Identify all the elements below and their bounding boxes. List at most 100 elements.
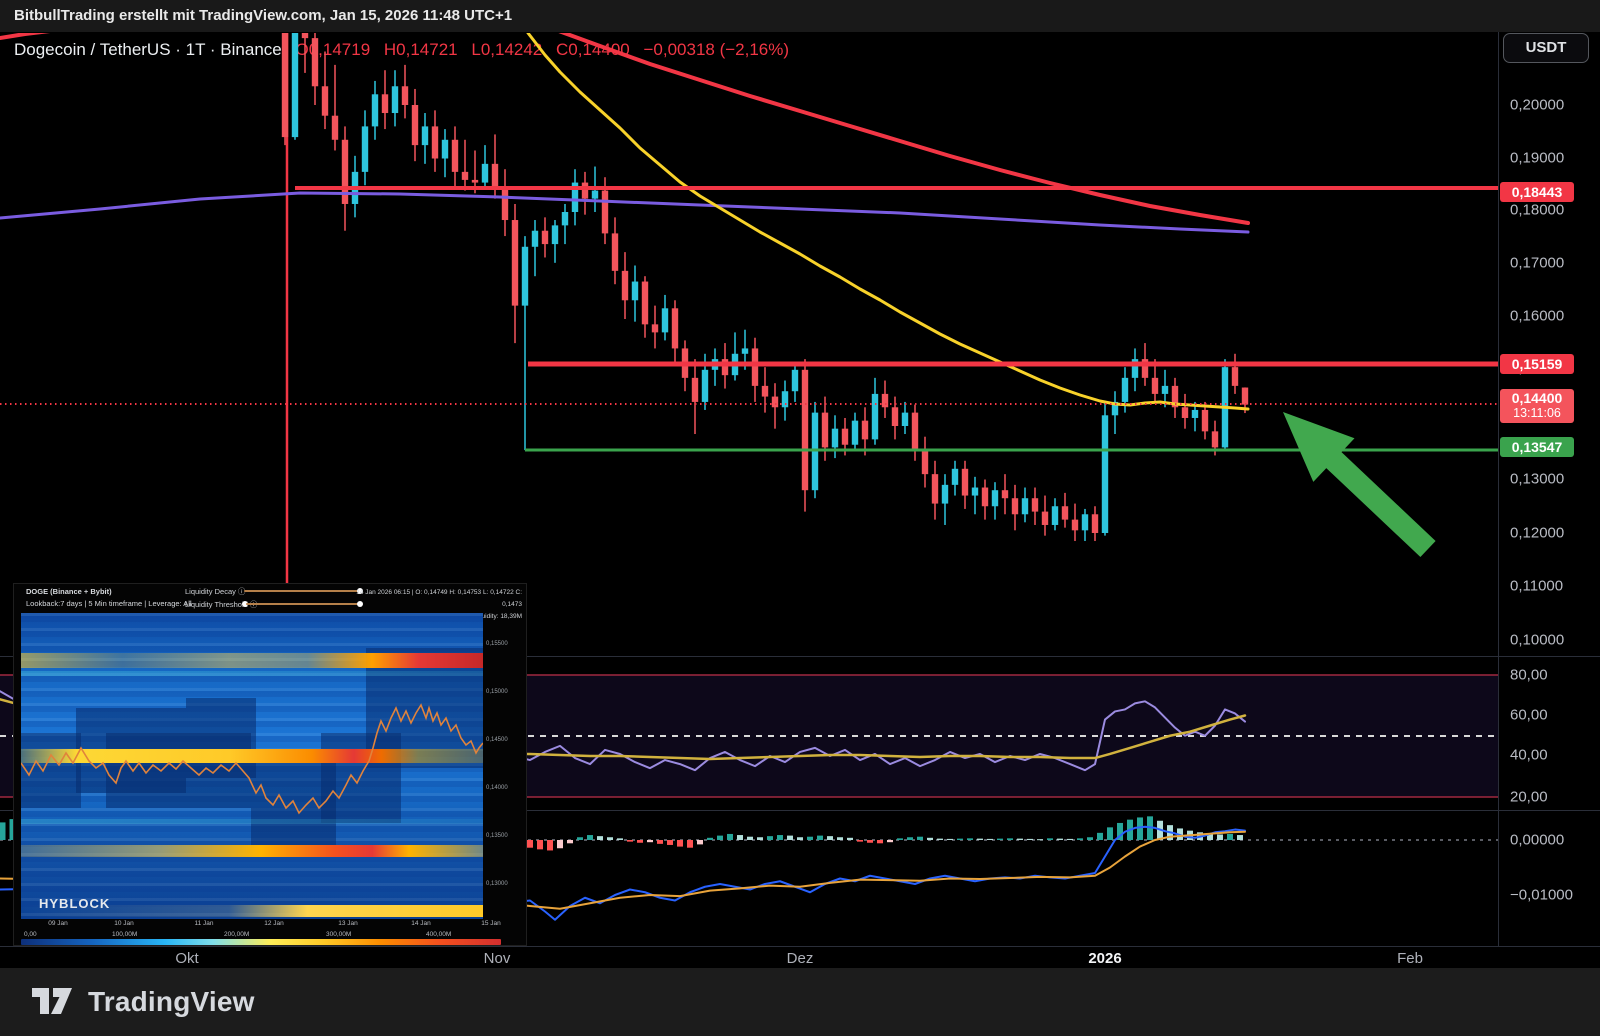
liquidity-decay-slider-handle[interactable] xyxy=(357,588,363,594)
heatmap-liquidity-band xyxy=(21,671,483,676)
candle xyxy=(941,484,949,504)
candle xyxy=(611,233,619,271)
candle xyxy=(861,420,869,440)
time-label: Feb xyxy=(1397,950,1423,967)
heatmap-price-line xyxy=(21,703,483,815)
candle xyxy=(561,212,569,226)
candle xyxy=(281,33,289,138)
candle xyxy=(541,230,549,245)
candle xyxy=(1001,490,1009,499)
candle xyxy=(911,412,919,451)
tradingview-logo-icon xyxy=(32,988,72,1014)
separator-main-rsi[interactable] xyxy=(0,656,1600,657)
heatmap-date-label: 13 Jan xyxy=(338,920,358,927)
candle xyxy=(761,385,769,397)
ohlc-change: −0,00318 (−2,16%) xyxy=(643,40,790,59)
candle xyxy=(411,105,419,146)
candle xyxy=(791,369,799,392)
candle xyxy=(1031,498,1039,512)
candle xyxy=(1051,506,1059,525)
candle xyxy=(881,393,889,408)
candle xyxy=(831,428,839,448)
window-title: BitbullTrading erstellt mit TradingView.… xyxy=(14,7,513,24)
candle xyxy=(301,33,309,39)
heatmap-price-label: 0,14500 xyxy=(486,737,508,743)
heatmap-scale-label: 100,00M xyxy=(112,931,138,938)
time-axis[interactable]: Okt Nov Dez 2026 Feb xyxy=(0,946,1600,968)
candle xyxy=(321,86,329,116)
candle xyxy=(871,393,879,440)
candle xyxy=(1241,387,1249,405)
candle xyxy=(891,407,899,426)
ohlc-close: C0,14400 xyxy=(556,40,630,59)
separator-price-axis[interactable] xyxy=(1498,32,1499,968)
liquidity-threshold-slider[interactable] xyxy=(246,603,358,605)
candle xyxy=(641,281,649,325)
candle xyxy=(751,348,759,386)
hyblock-heatmap-panel[interactable]: DOGE (Binance + Bybit) Lookback:7 days |… xyxy=(13,583,527,946)
candle xyxy=(651,324,659,333)
heatmap-price-label: 0,13500 xyxy=(486,833,508,839)
candle xyxy=(701,369,709,402)
ohlc-low: L0,14242 xyxy=(471,40,543,59)
window-title-bar: BitbullTrading erstellt mit TradingView.… xyxy=(0,0,1600,32)
candle xyxy=(441,139,449,159)
candle xyxy=(1071,519,1079,531)
candle xyxy=(311,38,319,87)
candle xyxy=(1101,415,1109,533)
liquidation-heatmap[interactable]: HYBLOCK xyxy=(21,613,483,919)
separator-rsi-macd[interactable] xyxy=(0,810,1600,811)
candle xyxy=(591,190,599,199)
candle xyxy=(1191,409,1199,418)
candle xyxy=(821,412,829,448)
heatmap-date-label: 12 Jan xyxy=(264,920,284,927)
candle xyxy=(1201,409,1209,432)
heatmap-date-label: 09 Jan xyxy=(48,920,68,927)
symbol-title[interactable]: Dogecoin / TetherUS · 1T · Binance xyxy=(14,40,282,59)
candle xyxy=(461,171,469,180)
candle xyxy=(971,487,979,496)
heatmap-dark-region xyxy=(366,648,483,768)
tradingview-brand[interactable]: TradingView xyxy=(30,984,255,1020)
time-label: 2026 xyxy=(1088,950,1122,967)
heatmap-scale-label: 400,00M xyxy=(426,931,452,938)
liquidity-threshold-slider-handle-left[interactable] xyxy=(242,601,248,607)
candle xyxy=(671,308,679,349)
candle xyxy=(511,220,519,306)
price-badge-support: 0,13547 xyxy=(1500,437,1574,457)
price-badge-last-price: 0,14400 13:11:06 xyxy=(1500,389,1574,423)
candle xyxy=(331,115,339,140)
candle xyxy=(721,359,729,376)
liquidity-threshold-slider-handle-right[interactable] xyxy=(357,601,363,607)
candle xyxy=(801,369,809,491)
candle xyxy=(631,281,639,301)
candle xyxy=(391,86,399,114)
candle xyxy=(341,139,349,204)
heatmap-liquidity-band xyxy=(21,845,483,857)
heatmap-date-label: 15 Jan xyxy=(481,920,501,927)
candle xyxy=(1171,385,1179,408)
hyblock-title: DOGE (Binance + Bybit) xyxy=(26,587,112,596)
candle xyxy=(521,246,529,306)
candle xyxy=(571,182,579,212)
candle xyxy=(1161,385,1169,394)
candle xyxy=(1211,431,1219,448)
hyblock-header: DOGE (Binance + Bybit) Lookback:7 days |… xyxy=(14,584,526,620)
green-arrow-annotation[interactable] xyxy=(1283,412,1436,557)
info-icon[interactable]: ⓘ xyxy=(237,587,246,596)
candle xyxy=(991,490,999,507)
last-price-value: 0,14400 xyxy=(1511,390,1563,406)
liquidity-decay-slider[interactable] xyxy=(244,590,360,592)
heatmap-liquidity-band xyxy=(21,819,483,824)
footer-bar: TradingView xyxy=(0,968,1600,1036)
liquidity-decay-label: Liquidity Decay xyxy=(185,587,236,596)
candle xyxy=(961,468,969,496)
heatmap-price-label: 0,15000 xyxy=(486,689,508,695)
candle xyxy=(781,391,789,408)
bar-countdown: 13:11:06 xyxy=(1513,406,1561,420)
candle xyxy=(951,468,959,485)
heatmap-liquidity-band xyxy=(21,905,483,917)
heatmap-price-label: 0,13000 xyxy=(486,881,508,887)
candle xyxy=(581,182,589,199)
currency-toggle-button[interactable]: USDT xyxy=(1503,33,1589,63)
